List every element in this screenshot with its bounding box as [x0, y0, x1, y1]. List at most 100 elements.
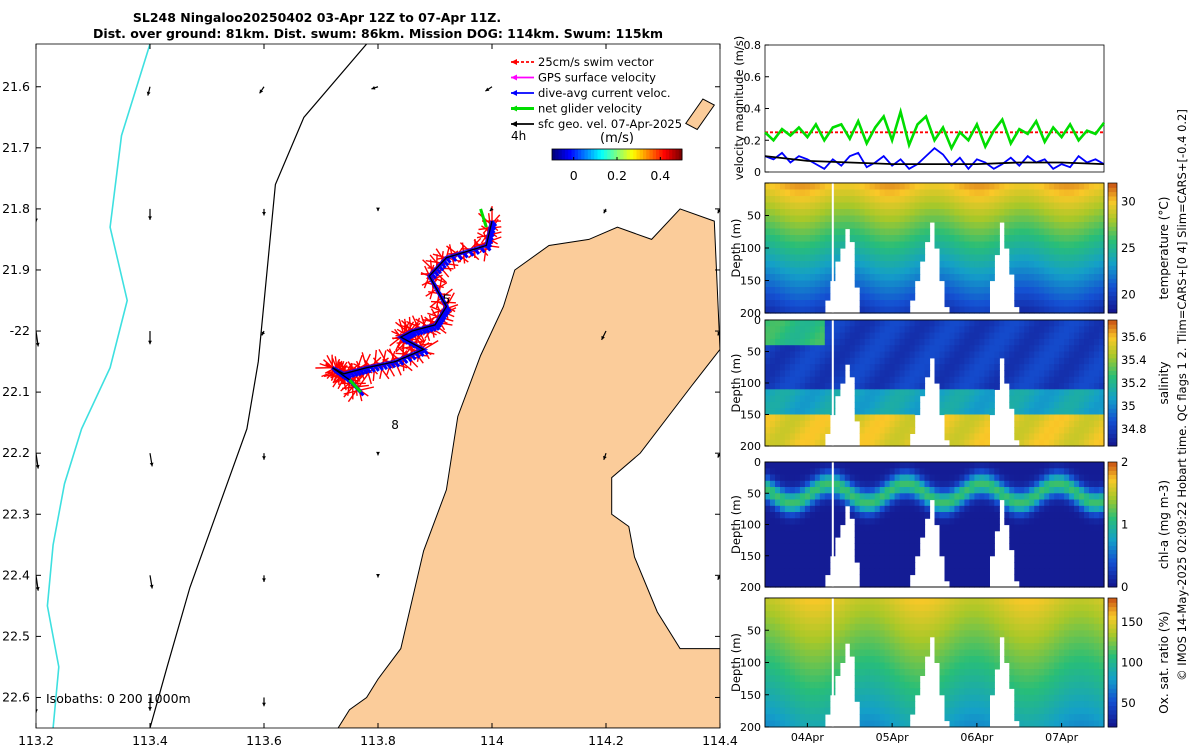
section-cell: [879, 499, 886, 507]
section-cell: [794, 474, 801, 482]
section-cell: [1069, 351, 1075, 359]
section-cell: [884, 306, 891, 314]
section-cell: [954, 462, 960, 469]
section-cell: [884, 714, 891, 722]
section-cell: [889, 512, 896, 519]
section-cell: [834, 202, 841, 210]
section-cell: [1079, 196, 1085, 204]
section-cell: [974, 408, 980, 416]
section-cell: [889, 474, 896, 482]
section-cell: [819, 280, 826, 288]
section-cell: [974, 254, 980, 262]
section-cell: [770, 209, 776, 217]
section-cell: [824, 357, 831, 365]
section-cell: [874, 518, 881, 526]
section-cell: [794, 714, 801, 722]
section-cell: [799, 623, 806, 631]
section-cell: [1064, 345, 1070, 353]
section-cell: [879, 518, 886, 526]
section-cell: [859, 474, 866, 482]
section-cell: [1029, 267, 1035, 275]
section-cell: [864, 562, 871, 569]
section-cell: [944, 499, 951, 507]
section-cell: [775, 439, 781, 447]
day-marker: 5: [443, 293, 451, 307]
y-axis-label: Depth (m): [729, 354, 743, 413]
section-cell: [1089, 267, 1095, 275]
section-cell: [849, 215, 856, 223]
section-cell: [879, 196, 886, 204]
section-cell: [1079, 562, 1085, 569]
section-cell: [994, 215, 1000, 223]
section-cell: [1054, 474, 1060, 482]
section-cell: [959, 370, 965, 378]
section-cell: [874, 499, 881, 507]
section-cell: [884, 562, 891, 569]
section-cell: [1049, 555, 1055, 563]
section-cell: [824, 351, 831, 359]
section-cell: [849, 209, 856, 217]
section-cell: [809, 643, 816, 651]
section-cell: [914, 376, 921, 384]
section-cell: [1034, 574, 1040, 582]
section-cell: [1034, 261, 1040, 269]
section-cell: [1074, 383, 1080, 390]
section-cell: [1059, 499, 1065, 507]
section-cell: [994, 183, 1000, 191]
section-cell: [989, 222, 995, 230]
arrow-head: [717, 331, 720, 336]
section-cell: [879, 580, 886, 588]
section-cell: [1099, 196, 1105, 204]
section-cell: [884, 326, 891, 334]
section-cell: [959, 306, 965, 314]
section-cell: [1049, 222, 1055, 230]
section-cell: [1094, 512, 1100, 519]
section-cell: [899, 580, 906, 588]
section-cell: [804, 707, 811, 715]
section-cell: [1084, 537, 1090, 544]
section-cell: [1009, 189, 1015, 197]
section-cell: [909, 287, 916, 295]
section-cell: [1044, 222, 1050, 230]
section-cell: [819, 524, 826, 532]
section-cell: [819, 643, 826, 651]
section-cell: [984, 568, 990, 576]
section-cell: [894, 427, 901, 434]
section-cell: [1099, 215, 1105, 223]
section-cell: [1019, 505, 1025, 513]
section-cell: [919, 320, 926, 327]
section-cell: [819, 364, 826, 371]
section-cell: [804, 549, 811, 557]
section-cell: [819, 383, 826, 390]
section-cell: [959, 468, 965, 476]
section-cell: [964, 196, 970, 204]
section-cell: [984, 474, 990, 482]
section-cell: [814, 293, 821, 301]
section-cell: [884, 196, 891, 204]
section-cell: [794, 720, 801, 728]
section-cell: [1029, 215, 1035, 223]
section-cell: [1024, 537, 1030, 544]
section-cell: [859, 420, 866, 428]
section-cell: [989, 487, 995, 494]
section-cell: [879, 574, 886, 582]
section-cell: [949, 326, 956, 334]
section-cell: [1019, 574, 1025, 582]
section-cell: [1029, 524, 1035, 532]
section-cell: [919, 474, 926, 482]
section-cell: [1004, 480, 1010, 488]
section-cell: [959, 555, 965, 563]
section-cell: [824, 395, 831, 403]
section-cell: [894, 643, 901, 651]
section-cell: [1019, 543, 1025, 551]
section-cell: [959, 480, 965, 488]
section-cell: [1019, 462, 1025, 469]
section-cell: [1099, 505, 1105, 513]
section-cell: [775, 389, 781, 397]
section-cell: [959, 293, 965, 301]
section-cell: [1049, 332, 1055, 340]
section-cell: [994, 326, 1000, 334]
section-cell: [809, 604, 816, 612]
section-cell: [889, 189, 896, 197]
section-cell: [809, 254, 816, 262]
